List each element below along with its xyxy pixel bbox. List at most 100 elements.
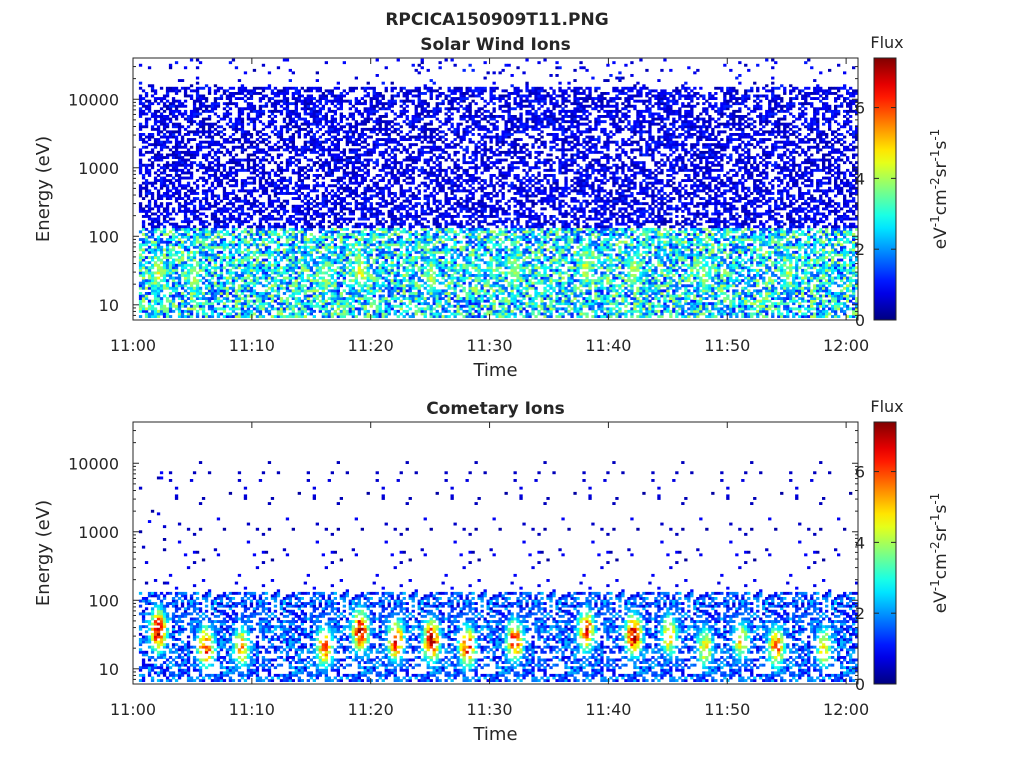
spectrogram-cell	[300, 309, 304, 313]
spectrogram-cell	[198, 258, 203, 262]
spectrogram-cell	[228, 281, 233, 285]
spectrogram-cell	[348, 179, 352, 182]
spectrogram-cell	[315, 268, 319, 272]
spectrogram-cell	[279, 284, 284, 288]
spectrogram-cell	[219, 263, 224, 267]
spectrogram-cell	[333, 217, 337, 221]
spectrogram-cell	[156, 143, 161, 147]
spectrogram-cell	[378, 94, 382, 98]
spectrogram-cell	[249, 235, 254, 239]
spectrogram-cell	[249, 166, 254, 170]
spectrogram-cell	[309, 258, 313, 262]
spectrogram-cell	[327, 133, 331, 136]
spectrogram-cell	[384, 130, 388, 134]
spectrogram-cell	[333, 148, 337, 152]
spectrogram-cell	[186, 202, 191, 206]
spectrogram-cell	[282, 243, 287, 247]
spectrogram-cell	[342, 274, 346, 277]
spectrogram-cell	[321, 276, 325, 280]
spectrogram-cell	[192, 207, 197, 211]
spectrogram-cell	[408, 302, 412, 306]
spectrogram-cell	[408, 281, 412, 285]
spectrogram-cell	[366, 117, 370, 121]
spectrogram-cell	[342, 130, 346, 134]
spectrogram-cell	[165, 89, 170, 93]
spectrogram-cell	[210, 168, 215, 172]
spectrogram-cell	[240, 122, 245, 126]
spectrogram-cell	[183, 163, 188, 167]
spectrogram-cell	[138, 161, 143, 165]
spectrogram-cell	[297, 197, 301, 200]
spectrogram-cell	[285, 102, 290, 106]
spectrogram-cell	[237, 233, 242, 236]
spectrogram-cell	[153, 204, 158, 208]
spectrogram-cell	[387, 215, 391, 218]
spectrogram-cell	[270, 109, 275, 113]
spectrogram-cell	[294, 97, 298, 100]
spectrogram-cell	[279, 127, 284, 131]
spectrogram-cell	[186, 209, 191, 213]
spectrogram-cell	[177, 104, 182, 108]
spectrogram-cell	[276, 89, 281, 93]
spectrogram-cell	[213, 202, 218, 206]
spectrogram-cell	[261, 268, 266, 272]
spectrogram-cell	[273, 143, 278, 147]
spectrogram-cell	[237, 215, 242, 218]
spectrogram-cell	[354, 294, 358, 298]
spectrogram-cell	[165, 161, 170, 165]
spectrogram-cell	[165, 207, 170, 211]
spectrogram-cell	[312, 174, 316, 177]
spectrogram-cell	[282, 168, 287, 172]
spectrogram-cell	[279, 225, 284, 229]
spectrogram-cell	[315, 297, 319, 300]
spectrogram-cell	[378, 143, 382, 147]
spectrogram-cell	[399, 312, 403, 316]
spectrogram-cell	[378, 286, 382, 290]
spectrogram-cell	[240, 179, 245, 182]
spectrogram-cell	[384, 86, 388, 90]
spectrogram-cell	[177, 315, 182, 318]
spectrogram-cell	[342, 148, 346, 152]
spectrogram-cell	[384, 102, 388, 106]
spectrogram-cell	[288, 235, 292, 239]
spectrogram-cell	[270, 279, 275, 283]
spectrogram-cell	[336, 189, 340, 193]
spectrogram-cell	[213, 84, 218, 88]
spectrogram-cell	[264, 268, 269, 272]
spectrogram-cell	[216, 289, 221, 293]
spectrogram-cell	[351, 245, 355, 249]
spectrogram-cell	[243, 227, 248, 231]
spectrogram-cell	[219, 145, 224, 149]
spectrogram-cell	[165, 220, 170, 224]
spectrogram-cell	[255, 307, 260, 311]
spectrogram-cell	[363, 176, 367, 180]
spectrogram-cell	[402, 274, 406, 277]
spectrogram-cell	[141, 225, 146, 229]
spectrogram-cell	[165, 138, 170, 141]
spectrogram-cell	[276, 66, 281, 70]
spectrogram-cell	[333, 120, 337, 124]
spectrogram-cell	[207, 130, 212, 134]
spectrogram-cell	[186, 153, 191, 157]
spectrogram-cell	[204, 315, 209, 318]
spectrogram-cell	[279, 279, 284, 283]
spectrogram-cell	[159, 279, 164, 283]
spectrogram-cell	[249, 202, 254, 206]
spectrogram-cell	[402, 174, 406, 177]
spectrogram-cell	[285, 184, 290, 188]
spectrogram-cell	[252, 109, 257, 113]
spectrogram-cell	[225, 312, 230, 316]
spectrogram-cell	[288, 79, 292, 82]
spectrogram-cell	[213, 143, 218, 147]
spectrogram-cell	[378, 204, 382, 208]
spectrogram-cell	[348, 86, 352, 90]
spectrogram-cell	[162, 115, 167, 118]
spectrogram-cell	[321, 238, 325, 241]
spectrogram-cell	[309, 86, 313, 90]
spectrogram-cell	[159, 166, 164, 170]
spectrogram-cell	[294, 197, 298, 200]
spectrogram-cell	[186, 312, 191, 316]
spectrogram-cell	[153, 253, 158, 257]
spectrogram-cell	[225, 102, 230, 106]
spectrogram-cell	[375, 304, 379, 308]
